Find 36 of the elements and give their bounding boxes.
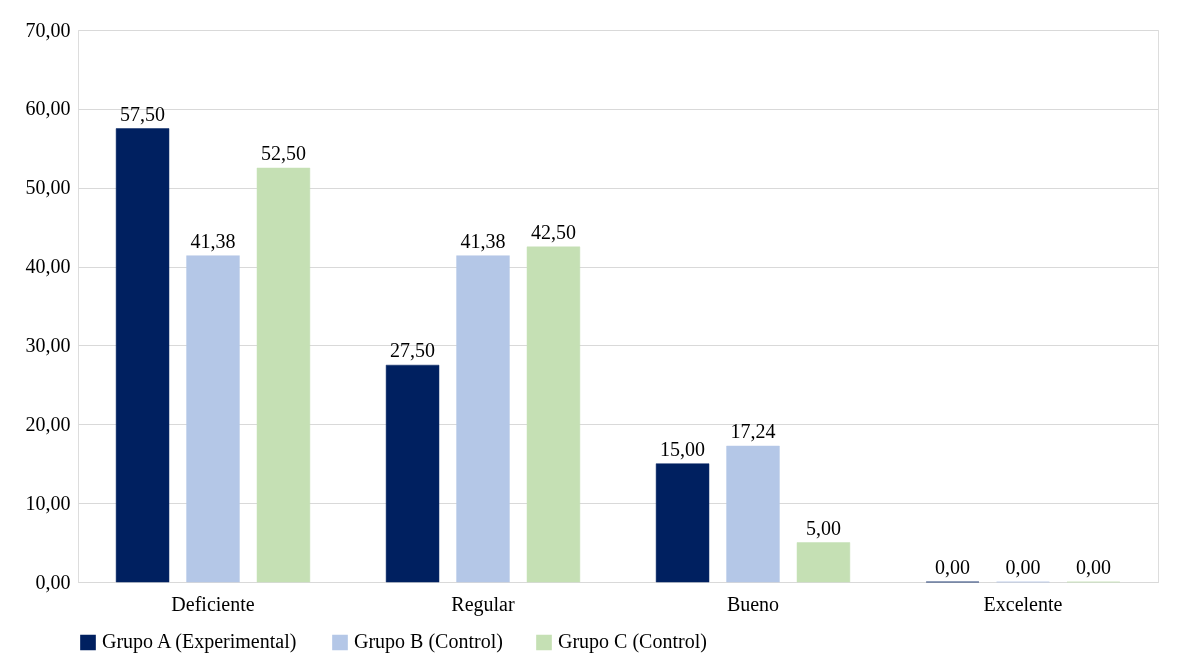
bar xyxy=(456,255,510,583)
data-label: 57,50 xyxy=(120,102,166,125)
y-tick-label: 60,00 xyxy=(25,97,71,120)
data-label: 41,38 xyxy=(190,229,236,252)
data-label: 0,00 xyxy=(935,556,971,578)
data-label: 27,50 xyxy=(390,339,436,362)
bar xyxy=(385,364,440,583)
bar xyxy=(186,255,240,583)
x-tick-label: Excelente xyxy=(983,592,1063,615)
bar xyxy=(796,542,851,583)
legend-label: Grupo C (Control) xyxy=(558,630,707,654)
x-tick-label: Regular xyxy=(451,592,515,616)
bar xyxy=(256,167,311,583)
data-label: 15,00 xyxy=(660,437,706,460)
bar xyxy=(526,246,581,583)
x-tick-label: Deficiente xyxy=(171,592,255,615)
bar xyxy=(655,463,710,583)
data-label: 17,24 xyxy=(730,420,776,443)
y-tick-label: 10,00 xyxy=(25,491,71,514)
legend-label: Grupo A (Experimental) xyxy=(102,630,297,654)
y-tick-label: 70,00 xyxy=(25,18,71,41)
y-tick-label: 0,00 xyxy=(35,570,71,593)
y-tick-label: 20,00 xyxy=(25,412,71,435)
data-label: 0,00 xyxy=(1005,556,1041,578)
data-label: 52,50 xyxy=(260,142,306,164)
data-label: 0,00 xyxy=(1075,556,1111,578)
data-label: 41,38 xyxy=(460,229,506,252)
y-tick-label: 30,00 xyxy=(25,333,71,356)
data-label: 5,00 xyxy=(805,516,841,539)
bar xyxy=(726,445,780,583)
legend-label: Grupo B (Control) xyxy=(354,630,503,654)
y-tick-label: 40,00 xyxy=(25,255,71,278)
x-tick-label: Bueno xyxy=(726,592,780,615)
y-tick-label: 50,00 xyxy=(25,176,71,199)
bar xyxy=(115,128,170,583)
data-label: 42,50 xyxy=(530,220,576,243)
